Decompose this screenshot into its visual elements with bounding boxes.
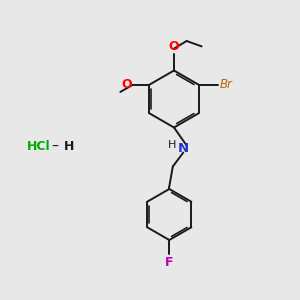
Text: –: – xyxy=(51,140,58,154)
Text: H: H xyxy=(168,140,177,150)
Text: F: F xyxy=(165,256,173,269)
Text: N: N xyxy=(178,142,189,155)
Text: H: H xyxy=(64,140,74,154)
Text: O: O xyxy=(121,78,132,91)
Text: O: O xyxy=(169,40,179,53)
Text: Br: Br xyxy=(219,78,232,91)
Text: HCl: HCl xyxy=(27,140,51,154)
